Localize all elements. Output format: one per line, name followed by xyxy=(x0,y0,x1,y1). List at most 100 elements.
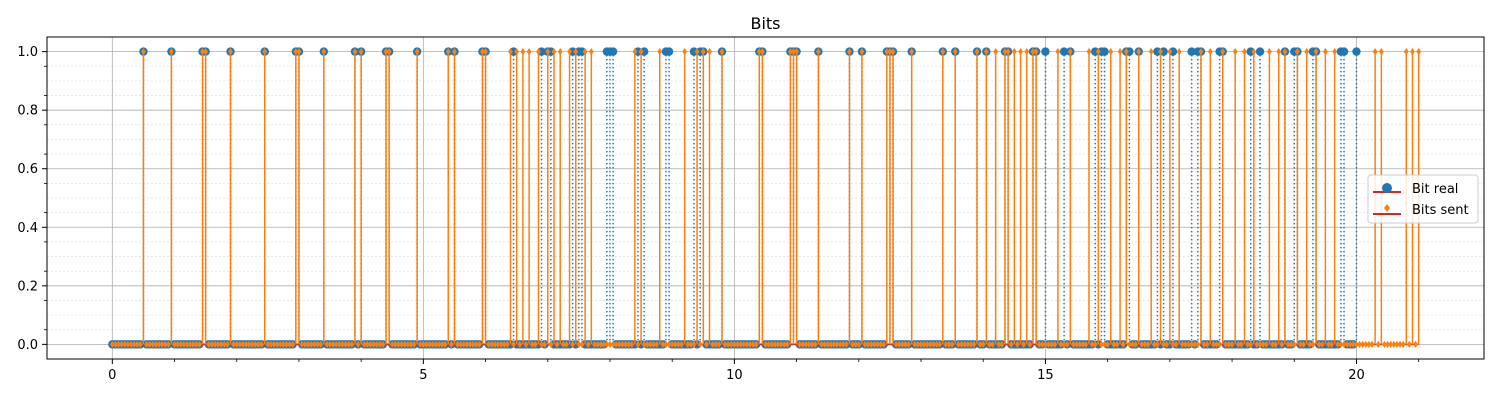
data-point xyxy=(448,340,454,348)
data-point xyxy=(1338,340,1344,348)
data-point xyxy=(660,340,666,348)
data-point xyxy=(669,340,675,348)
data-point xyxy=(1416,48,1422,56)
data-point xyxy=(504,340,510,348)
data-point xyxy=(1011,48,1017,56)
data-point xyxy=(990,340,995,348)
data-point xyxy=(1322,48,1328,56)
data-point xyxy=(1316,340,1322,348)
data-point xyxy=(327,340,333,348)
data-point xyxy=(122,340,128,348)
data-point xyxy=(1198,48,1204,56)
data-point xyxy=(442,340,448,348)
data-point xyxy=(290,340,296,348)
data-point xyxy=(868,340,874,348)
data-point xyxy=(312,340,317,348)
data-point xyxy=(116,340,121,348)
data-point xyxy=(1363,340,1369,348)
data-point xyxy=(536,48,541,56)
data-point xyxy=(763,340,768,348)
x-tick-label: 15 xyxy=(1037,368,1054,383)
data-point xyxy=(501,340,507,348)
data-point xyxy=(1111,340,1117,348)
data-point xyxy=(1018,48,1023,56)
data-point xyxy=(1164,340,1170,348)
data-point xyxy=(392,340,398,348)
data-point xyxy=(1127,340,1132,348)
data-point xyxy=(651,340,656,348)
data-point xyxy=(772,340,778,348)
data-point xyxy=(546,47,556,56)
data-point xyxy=(109,340,115,348)
data-point xyxy=(420,340,426,348)
data-point xyxy=(697,340,703,348)
data-point xyxy=(1294,48,1300,56)
data-point xyxy=(461,340,467,348)
data-point xyxy=(728,340,734,348)
data-point xyxy=(568,47,577,56)
data-point xyxy=(607,340,613,348)
data-point xyxy=(296,48,302,56)
y-tick-label: 1.0 xyxy=(17,45,38,60)
data-point xyxy=(806,340,812,348)
data-point xyxy=(654,340,660,348)
data-point xyxy=(641,340,647,348)
data-point xyxy=(147,340,153,348)
data-point xyxy=(756,48,762,56)
data-point xyxy=(1148,48,1154,56)
y-tick-label: 0.6 xyxy=(17,162,38,177)
data-point xyxy=(383,48,389,56)
data-point xyxy=(548,340,554,348)
data-point xyxy=(672,340,678,348)
data-point xyxy=(1207,48,1213,56)
data-point xyxy=(128,340,134,348)
data-point xyxy=(700,48,706,56)
data-point xyxy=(159,340,165,348)
data-point xyxy=(259,340,265,348)
data-point xyxy=(333,340,339,348)
data-point xyxy=(340,340,345,348)
data-point xyxy=(1204,340,1210,348)
data-point xyxy=(1120,340,1126,348)
data-point xyxy=(190,340,196,348)
legend-label-real: Bit real xyxy=(1412,182,1458,197)
data-point xyxy=(1170,340,1176,348)
data-point xyxy=(455,340,460,348)
data-point xyxy=(608,47,618,56)
data-point xyxy=(1176,48,1182,56)
data-point xyxy=(134,340,140,348)
data-point xyxy=(318,340,324,348)
data-point xyxy=(1403,48,1409,56)
data-point xyxy=(812,340,818,348)
data-point xyxy=(856,340,862,348)
data-point xyxy=(576,340,582,348)
data-point xyxy=(906,340,911,348)
data-point xyxy=(368,340,373,348)
data-point xyxy=(588,48,594,56)
data-point xyxy=(1195,340,1201,348)
data-point xyxy=(1329,340,1334,348)
data-point xyxy=(1024,48,1030,56)
data-point xyxy=(243,340,249,348)
data-point xyxy=(794,48,800,56)
data-point xyxy=(1391,340,1397,348)
legend: Bit real Bits sent xyxy=(1367,174,1479,224)
data-point xyxy=(1341,340,1347,348)
data-point xyxy=(1091,47,1100,56)
data-point xyxy=(221,340,227,348)
data-point xyxy=(741,340,747,348)
data-point xyxy=(1153,47,1162,56)
data-point xyxy=(689,47,699,56)
data-point xyxy=(999,340,1005,348)
data-point xyxy=(1360,340,1366,348)
data-point xyxy=(1344,340,1350,348)
data-point xyxy=(464,340,470,348)
data-point xyxy=(644,340,650,348)
data-point xyxy=(934,340,939,348)
data-point xyxy=(1223,340,1229,348)
data-point xyxy=(486,340,492,348)
data-point xyxy=(1257,340,1263,348)
data-point xyxy=(1021,340,1027,348)
data-point xyxy=(679,340,684,348)
